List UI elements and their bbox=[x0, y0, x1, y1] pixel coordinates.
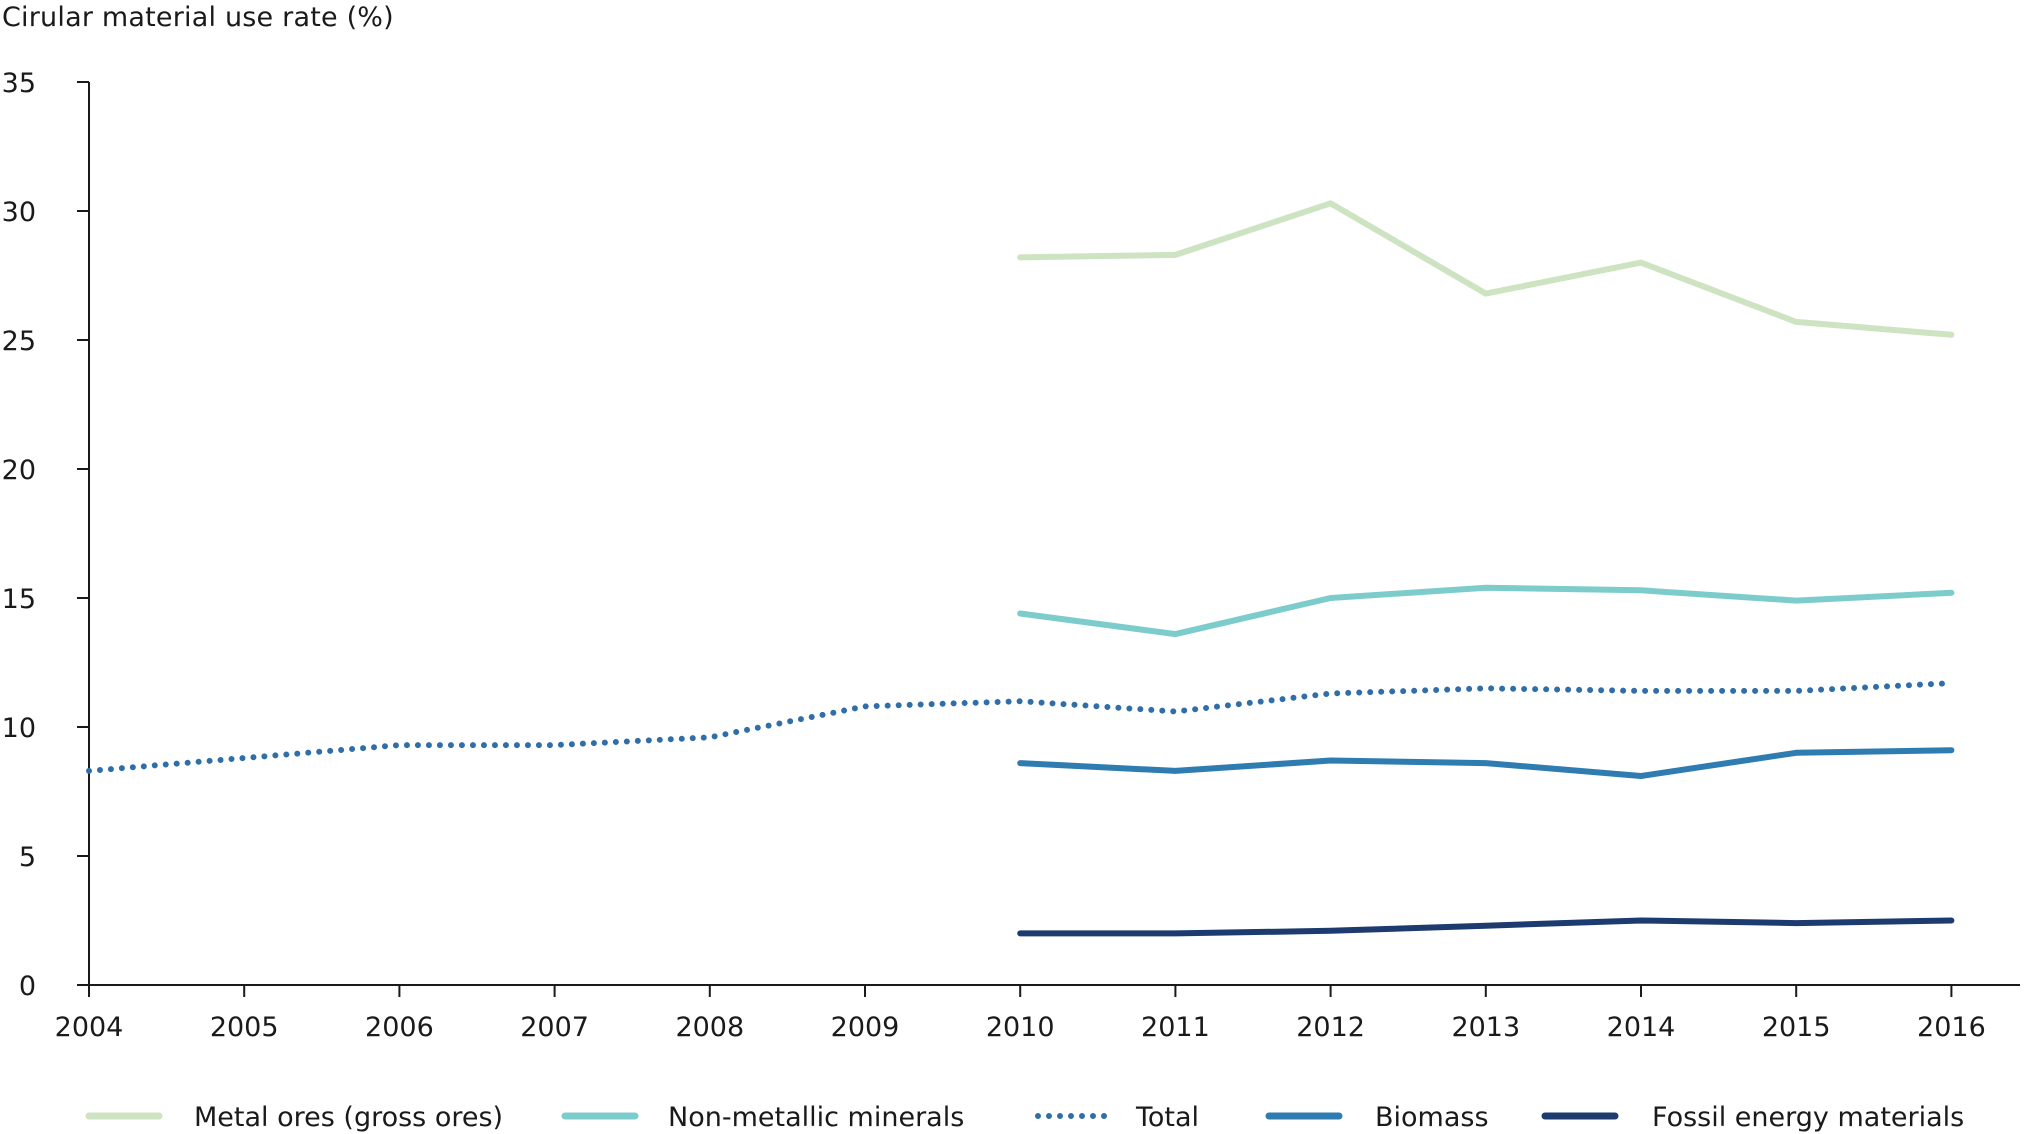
legend-label: Fossil energy materials bbox=[1652, 1102, 1964, 1133]
x-tick-label: 2009 bbox=[831, 1012, 900, 1043]
x-tick-label: 2004 bbox=[55, 1012, 124, 1043]
y-tick-label: 25 bbox=[2, 326, 36, 357]
x-tick-label: 2013 bbox=[1451, 1012, 1520, 1043]
x-tick-label: 2005 bbox=[210, 1012, 279, 1043]
legend-label: Total bbox=[1135, 1102, 1199, 1133]
x-tick-label: 2012 bbox=[1296, 1012, 1365, 1043]
series-line-biomass bbox=[1017, 747, 1955, 779]
legend: Metal ores (gross ores) Non-metallic mine… bbox=[85, 1102, 1964, 1133]
series-line-metal-ores-gross-ores bbox=[1017, 200, 1955, 338]
y-tick-label: 5 bbox=[19, 842, 36, 873]
series-line-fossil-energy-materials bbox=[1017, 917, 1955, 937]
x-tick-label: 2010 bbox=[986, 1012, 1055, 1043]
axes: 0 5 10 15 20 25 30 35 2004 2005 2006 2007 2008 2009 20… bbox=[2, 68, 2020, 1043]
legend-item-non-metallic-minerals: Non-metallic minerals bbox=[561, 1102, 964, 1133]
legend-label: Metal ores (gross ores) bbox=[194, 1102, 503, 1133]
x-tick-label: 2008 bbox=[675, 1012, 744, 1043]
y-tick-label: 10 bbox=[2, 713, 36, 744]
legend-item-metal-ores-gross-ores: Metal ores (gross ores) bbox=[85, 1102, 503, 1133]
legend-item-biomass: Biomass bbox=[1265, 1102, 1489, 1133]
x-tick-label: 2014 bbox=[1607, 1012, 1676, 1043]
y-tick-label: 20 bbox=[2, 455, 36, 486]
y-axis-title: Cirular material use rate (%) bbox=[2, 2, 394, 33]
x-tick-label: 2011 bbox=[1141, 1012, 1210, 1043]
x-tick-label: 2016 bbox=[1917, 1012, 1986, 1043]
x-tick-label: 2007 bbox=[520, 1012, 589, 1043]
legend-label: Biomass bbox=[1375, 1102, 1489, 1133]
series-line-total bbox=[86, 680, 1955, 774]
x-tick-label: 2015 bbox=[1762, 1012, 1831, 1043]
legend-label: Non-metallic minerals bbox=[668, 1102, 964, 1133]
y-tick-label: 0 bbox=[19, 971, 36, 1002]
legend-item-total: Total bbox=[1035, 1102, 1199, 1133]
y-tick-label: 30 bbox=[2, 197, 36, 228]
series-line-non-metallic-minerals bbox=[1017, 584, 1955, 638]
y-tick-label: 35 bbox=[2, 68, 36, 99]
series-layer bbox=[86, 200, 1955, 937]
y-tick-label: 15 bbox=[2, 584, 36, 615]
x-tick-label: 2006 bbox=[365, 1012, 434, 1043]
legend-item-fossil-energy-materials: Fossil energy materials bbox=[1541, 1102, 1964, 1133]
